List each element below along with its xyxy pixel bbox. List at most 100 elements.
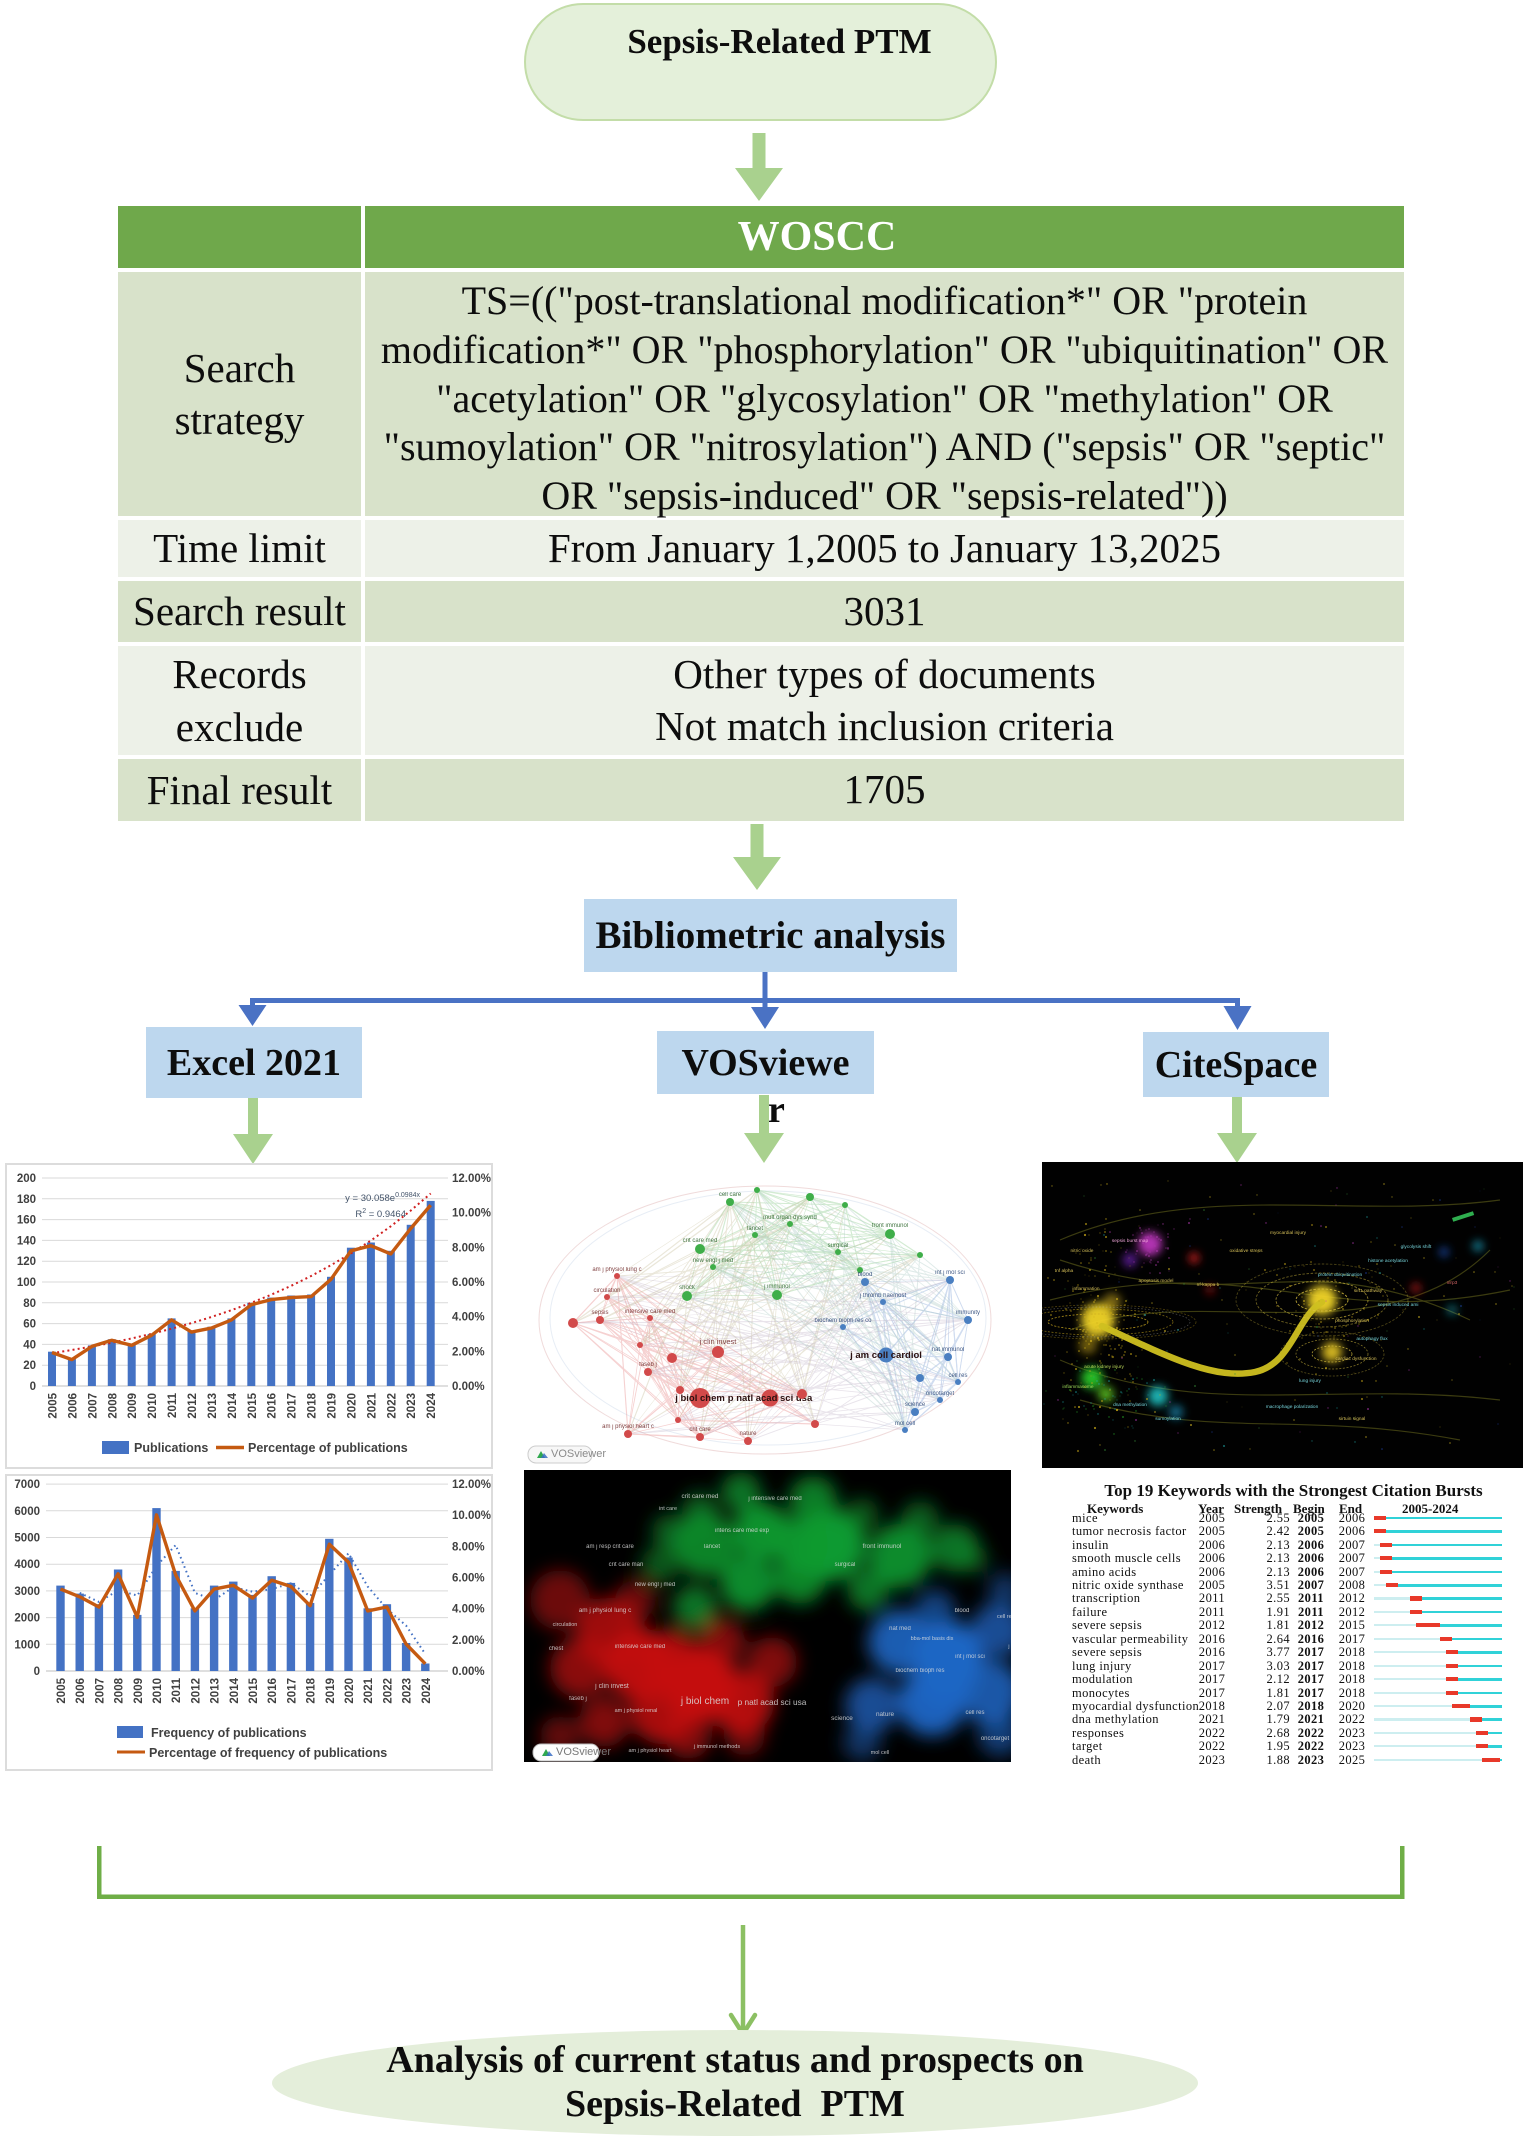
svg-text:Publications: Publications (134, 1441, 208, 1455)
svg-text:am j physiol renal: am j physiol renal (615, 1708, 658, 1714)
svg-text:int care: int care (659, 1506, 677, 1512)
svg-text:2015: 2015 (247, 1392, 259, 1418)
svg-text:10.00%: 10.00% (452, 1208, 491, 1220)
svg-text:circulation: circulation (553, 1622, 578, 1628)
svg-text:j thromb haemost: j thromb haemost (859, 1293, 907, 1299)
svg-text:nitric oxide: nitric oxide (1071, 1248, 1094, 1254)
svg-text:Percentage of publications: Percentage of publications (248, 1441, 408, 1455)
svg-text:p natl acad sci usa: p natl acad sci usa (738, 1697, 807, 1707)
svg-text:science: science (831, 1715, 853, 1722)
svg-text:nf-kappa b: nf-kappa b (1197, 1282, 1220, 1288)
svg-text:2023: 2023 (406, 1393, 418, 1419)
svg-text:2014: 2014 (227, 1392, 239, 1418)
svg-text:6.00%: 6.00% (452, 1573, 485, 1585)
svg-text:2012: 2012 (187, 1393, 199, 1419)
svg-text:2011: 2011 (171, 1677, 183, 1703)
svg-text:2018: 2018 (307, 1392, 319, 1418)
svg-text:2.00%: 2.00% (452, 1635, 485, 1647)
svg-text:4.00%: 4.00% (452, 1312, 485, 1324)
svg-text:2006: 2006 (67, 1393, 79, 1419)
svg-text:autophagy flux: autophagy flux (1356, 1336, 1388, 1342)
svg-text:Frequency of publications: Frequency of publications (151, 1726, 307, 1740)
svg-text:crit care: crit care (689, 1427, 711, 1433)
svg-text:2020: 2020 (346, 1393, 358, 1419)
svg-text:cell res: cell res (965, 1710, 984, 1716)
svg-text:mult organ dys synd: mult organ dys synd (763, 1215, 817, 1221)
svg-text:sumoylation: sumoylation (1155, 1416, 1181, 1422)
svg-text:j am coll cardiol: j am coll cardiol (849, 1350, 922, 1361)
svg-text:acute kidney injury: acute kidney injury (1084, 1364, 1124, 1370)
svg-text:60: 60 (23, 1319, 36, 1331)
svg-text:j biol regul: j biol regul (1007, 1644, 1031, 1650)
svg-text:crit care med: crit care med (683, 1238, 718, 1244)
svg-text:cell care: cell care (719, 1192, 742, 1198)
svg-text:protein ubiquitination: protein ubiquitination (1318, 1272, 1363, 1278)
svg-text:6.00%: 6.00% (452, 1277, 485, 1289)
svg-text:j immunol methods: j immunol methods (693, 1744, 740, 1750)
svg-text:200: 200 (17, 1173, 36, 1185)
svg-text:100: 100 (17, 1277, 36, 1289)
svg-text:cell res: cell res (948, 1373, 967, 1379)
svg-text:myocardial injury: myocardial injury (1270, 1230, 1307, 1236)
svg-text:surgical: surgical (828, 1243, 849, 1249)
svg-text:faseb j: faseb j (639, 1362, 657, 1368)
svg-text:new engl j med: new engl j med (693, 1258, 733, 1264)
svg-text:sirt1 pathway: sirt1 pathway (1354, 1288, 1383, 1294)
svg-text:crit care man: crit care man (609, 1562, 644, 1568)
svg-text:macrophage polarization: macrophage polarization (1266, 1404, 1319, 1410)
svg-text:0: 0 (30, 1381, 36, 1393)
svg-text:int j mol sci: int j mol sci (955, 1654, 985, 1660)
svg-text:j clin invest: j clin invest (699, 1337, 738, 1346)
svg-text:2021: 2021 (366, 1392, 378, 1418)
svg-text:2020: 2020 (344, 1678, 356, 1704)
svg-text:oncotarget: oncotarget (926, 1391, 955, 1397)
svg-text:sepsis burst map: sepsis burst map (1112, 1238, 1149, 1244)
svg-text:new engl j med: new engl j med (635, 1582, 675, 1588)
svg-text:nat immunol: nat immunol (932, 1347, 965, 1353)
svg-text:biochem bioph res: biochem bioph res (895, 1668, 944, 1674)
svg-text:12.00%: 12.00% (452, 1479, 491, 1491)
svg-text:apoptosis model: apoptosis model (1139, 1278, 1174, 1284)
svg-text:sepsis: sepsis (591, 1310, 608, 1316)
svg-text:science: science (905, 1402, 926, 1408)
svg-text:2018: 2018 (306, 1677, 318, 1703)
svg-text:dna methylation: dna methylation (1113, 1402, 1147, 1408)
svg-text:2021: 2021 (363, 1677, 375, 1703)
svg-text:2016: 2016 (267, 1678, 279, 1704)
svg-text:circulation: circulation (593, 1288, 620, 1294)
svg-text:160: 160 (17, 1215, 36, 1227)
svg-text:shock: shock (679, 1285, 696, 1291)
svg-text:oxidative stress: oxidative stress (1229, 1248, 1263, 1254)
svg-text:mol cell: mol cell (871, 1750, 890, 1756)
svg-text:blood: blood (955, 1608, 970, 1614)
svg-text:blood: blood (858, 1272, 873, 1278)
svg-text:2007: 2007 (87, 1393, 99, 1419)
svg-text:intens care med exp: intens care med exp (715, 1528, 770, 1534)
svg-text:2005: 2005 (56, 1677, 68, 1703)
svg-text:cardiac dysfunction: cardiac dysfunction (1335, 1356, 1376, 1362)
svg-text:am j physiol lung c: am j physiol lung c (592, 1267, 641, 1273)
svg-text:10.00%: 10.00% (452, 1510, 491, 1522)
svg-text:R2 = 0.9464: R2 = 0.9464 (355, 1208, 406, 1220)
svg-text:nature: nature (739, 1431, 757, 1437)
svg-text:140: 140 (17, 1235, 36, 1247)
svg-text:intensive care med: intensive care med (615, 1644, 665, 1650)
svg-text:oncotarget: oncotarget (981, 1736, 1010, 1742)
svg-text:tnf alpha: tnf alpha (1055, 1268, 1074, 1274)
svg-text:180: 180 (17, 1194, 36, 1206)
svg-text:nat med: nat med (889, 1626, 911, 1632)
svg-text:5000: 5000 (14, 1533, 40, 1545)
svg-text:2008: 2008 (114, 1677, 126, 1703)
svg-text:4000: 4000 (14, 1559, 40, 1571)
svg-text:front immunol: front immunol (863, 1543, 902, 1550)
svg-text:2015: 2015 (248, 1677, 260, 1703)
svg-text:4.00%: 4.00% (452, 1604, 485, 1616)
svg-text:intensive care med: intensive care med (625, 1309, 675, 1315)
svg-text:7000: 7000 (14, 1479, 40, 1491)
svg-text:2009: 2009 (133, 1678, 145, 1704)
svg-text:phosphorylation: phosphorylation (1335, 1318, 1369, 1324)
svg-text:8.00%: 8.00% (452, 1242, 485, 1254)
svg-text:p natl acad sci usa: p natl acad sci usa (728, 1393, 813, 1404)
svg-text:2.00%: 2.00% (452, 1346, 485, 1358)
svg-text:2017: 2017 (287, 1393, 299, 1419)
